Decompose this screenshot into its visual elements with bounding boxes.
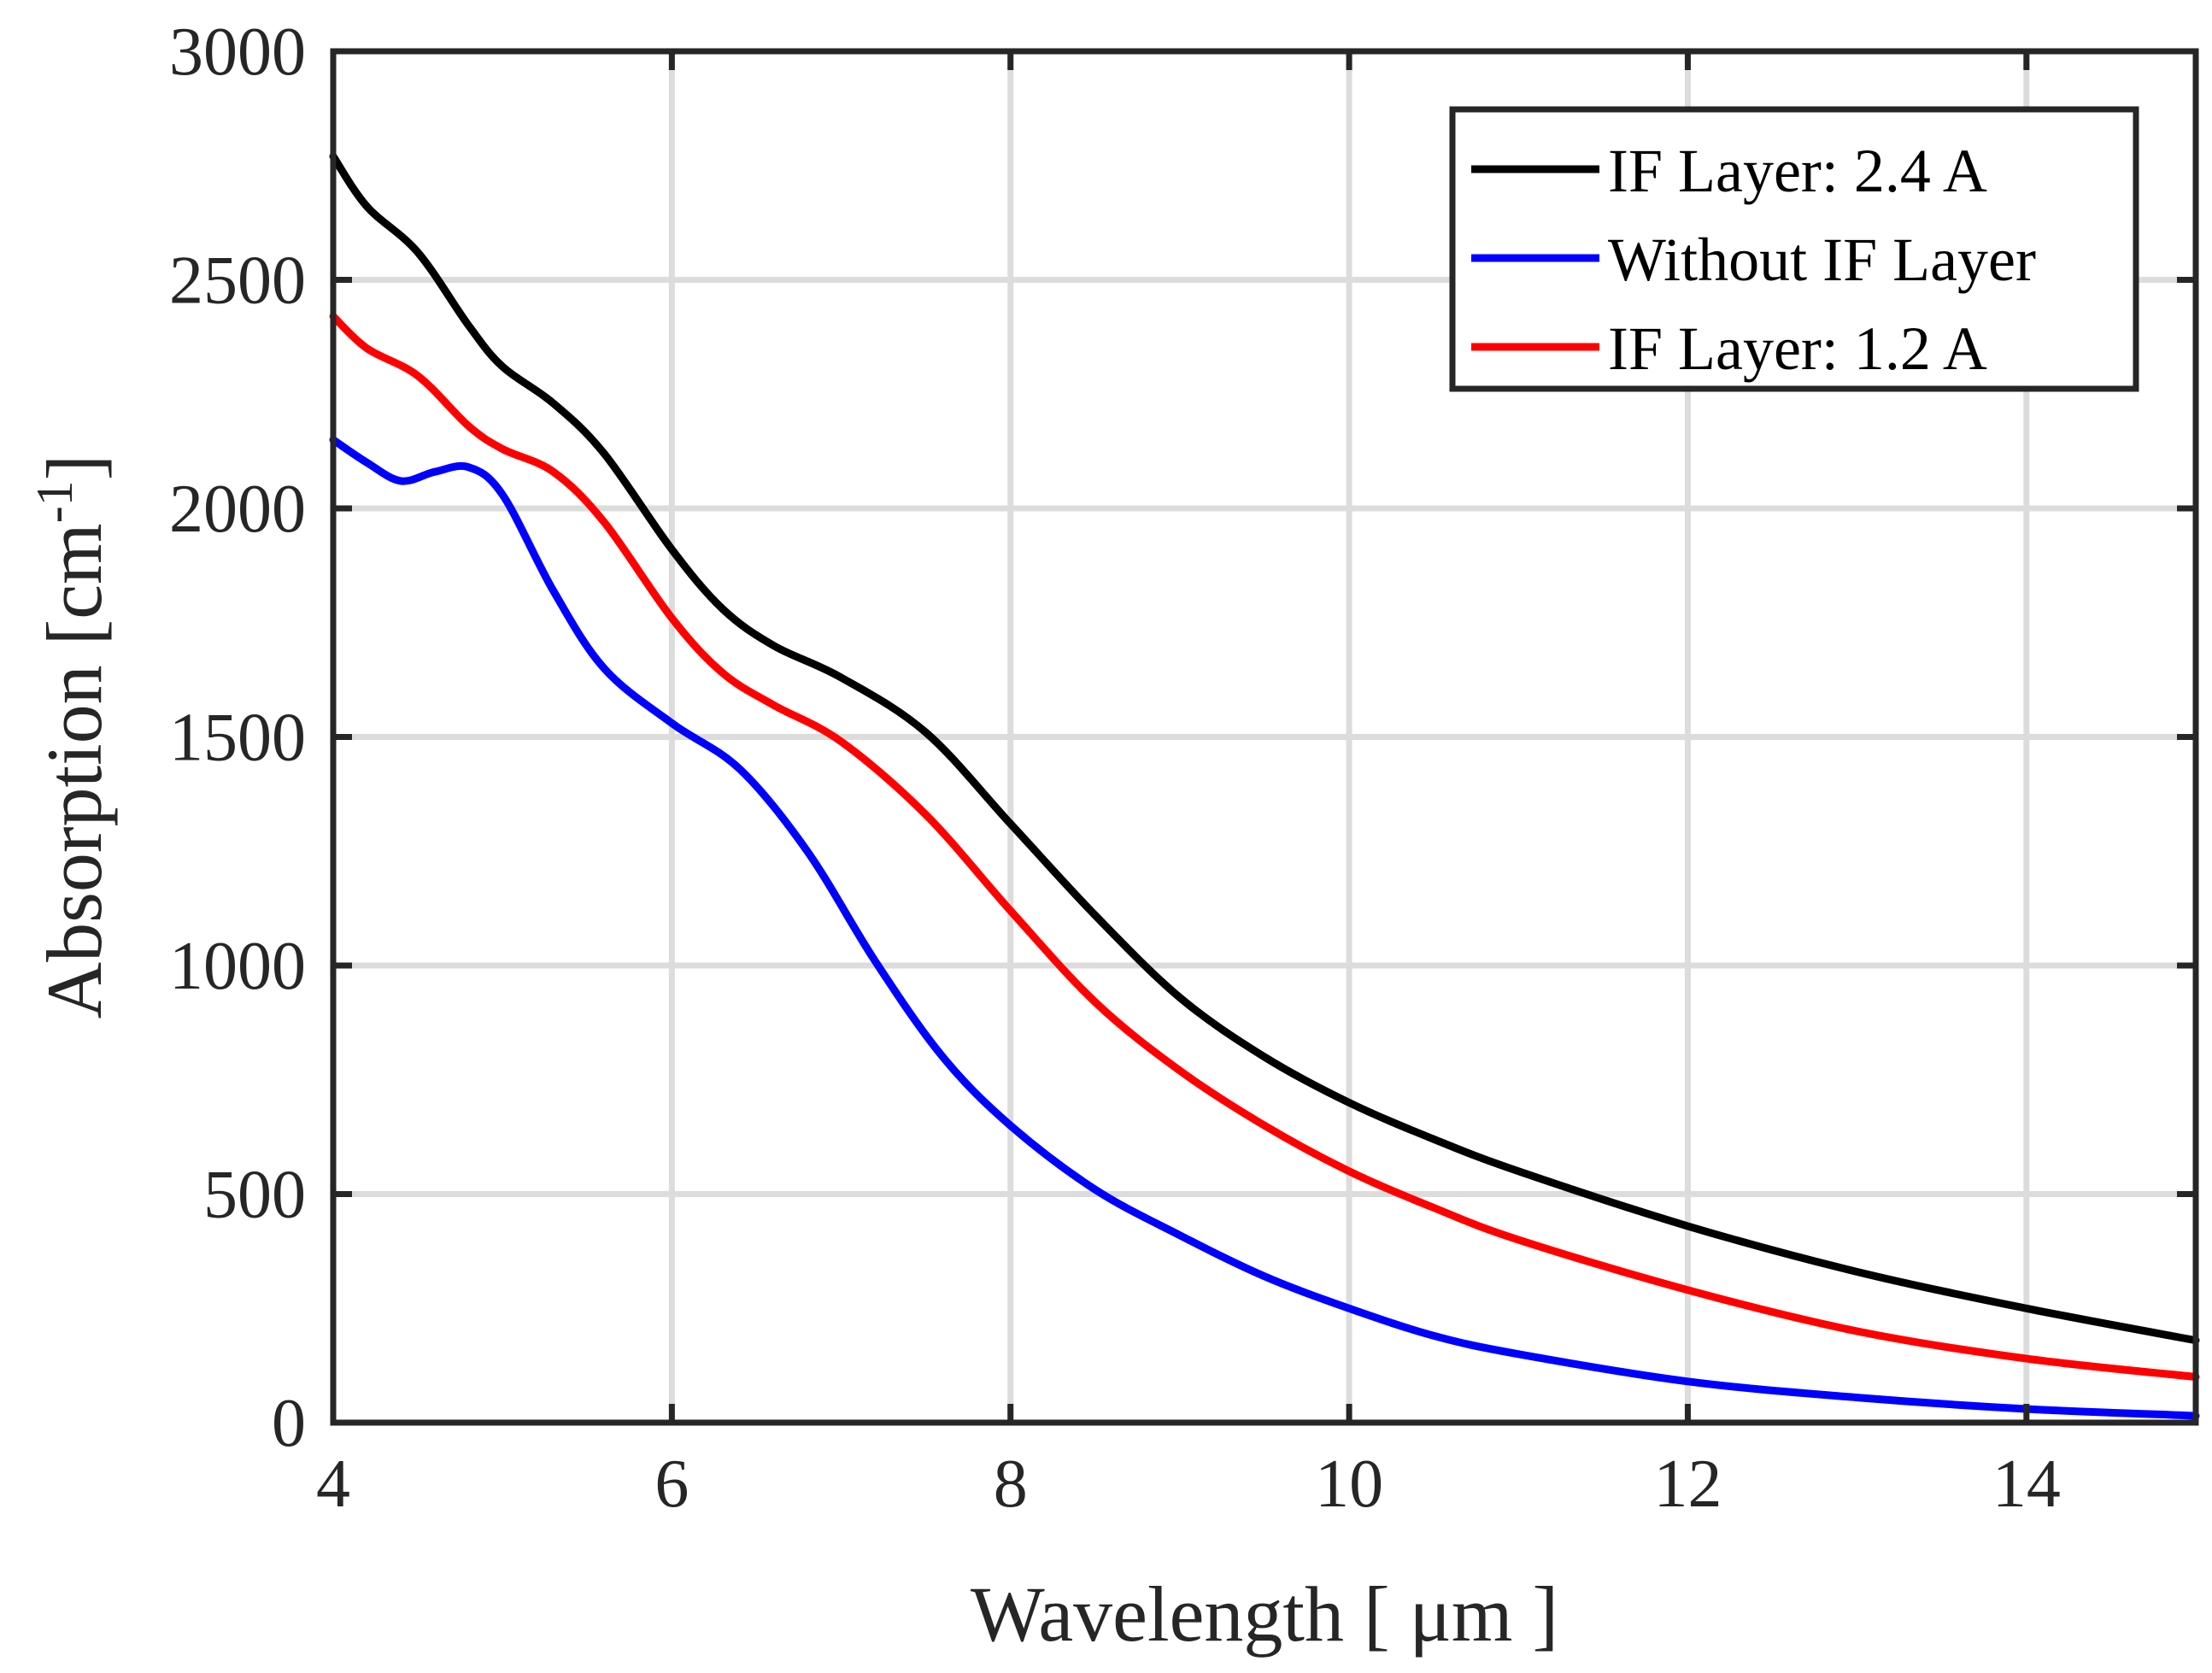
y-tick-label: 3000 <box>169 15 306 90</box>
series-line-if-layer-2-4-a <box>329 152 2200 1345</box>
series-line-without-if-layer <box>329 436 2200 1420</box>
legend-label-without-if-layer: Without IF Layer <box>1608 226 2036 294</box>
x-tick-label: 14 <box>1992 1447 2061 1522</box>
x-tick-label: 12 <box>1653 1447 1722 1522</box>
y-tick-label: 2000 <box>169 472 306 547</box>
y-tick-label: 1000 <box>169 929 306 1004</box>
legend-label-if-layer-1-2-a: IF Layer: 1.2 A <box>1608 314 1987 383</box>
series-line-if-layer-1-2-a <box>329 312 2200 1381</box>
y-axis-label-superscript: -1 <box>26 480 83 523</box>
legend-label-if-layer-2-4-a: IF Layer: 2.4 A <box>1608 137 1987 205</box>
x-tick-label: 10 <box>1315 1447 1383 1522</box>
ticks: 4 6 8 10 12 14 0 500 1000 1500 2000 2500 3000 <box>169 15 2196 1522</box>
legend: IF Layer: 2.4 A Without IF Layer IF Layer:… <box>1449 106 2139 392</box>
x-axis-label: Wavelength [ μm ] <box>971 1570 1558 1658</box>
y-tick-label: 1500 <box>169 701 306 776</box>
x-tick-label: 8 <box>994 1447 1028 1522</box>
series-lines <box>329 152 2200 1420</box>
x-tick-label: 4 <box>316 1447 350 1522</box>
y-axis-label-main: Absorption [cm <box>31 523 118 1018</box>
legend-box <box>1449 106 2139 392</box>
y-tick-label: 0 <box>272 1386 306 1461</box>
y-axis-label-close: ] <box>31 455 118 481</box>
y-axis-label: Absorption [cm-1] <box>26 455 118 1019</box>
x-tick-label: 6 <box>654 1447 689 1522</box>
y-tick-label: 2500 <box>169 244 306 319</box>
y-tick-label: 500 <box>203 1158 306 1233</box>
